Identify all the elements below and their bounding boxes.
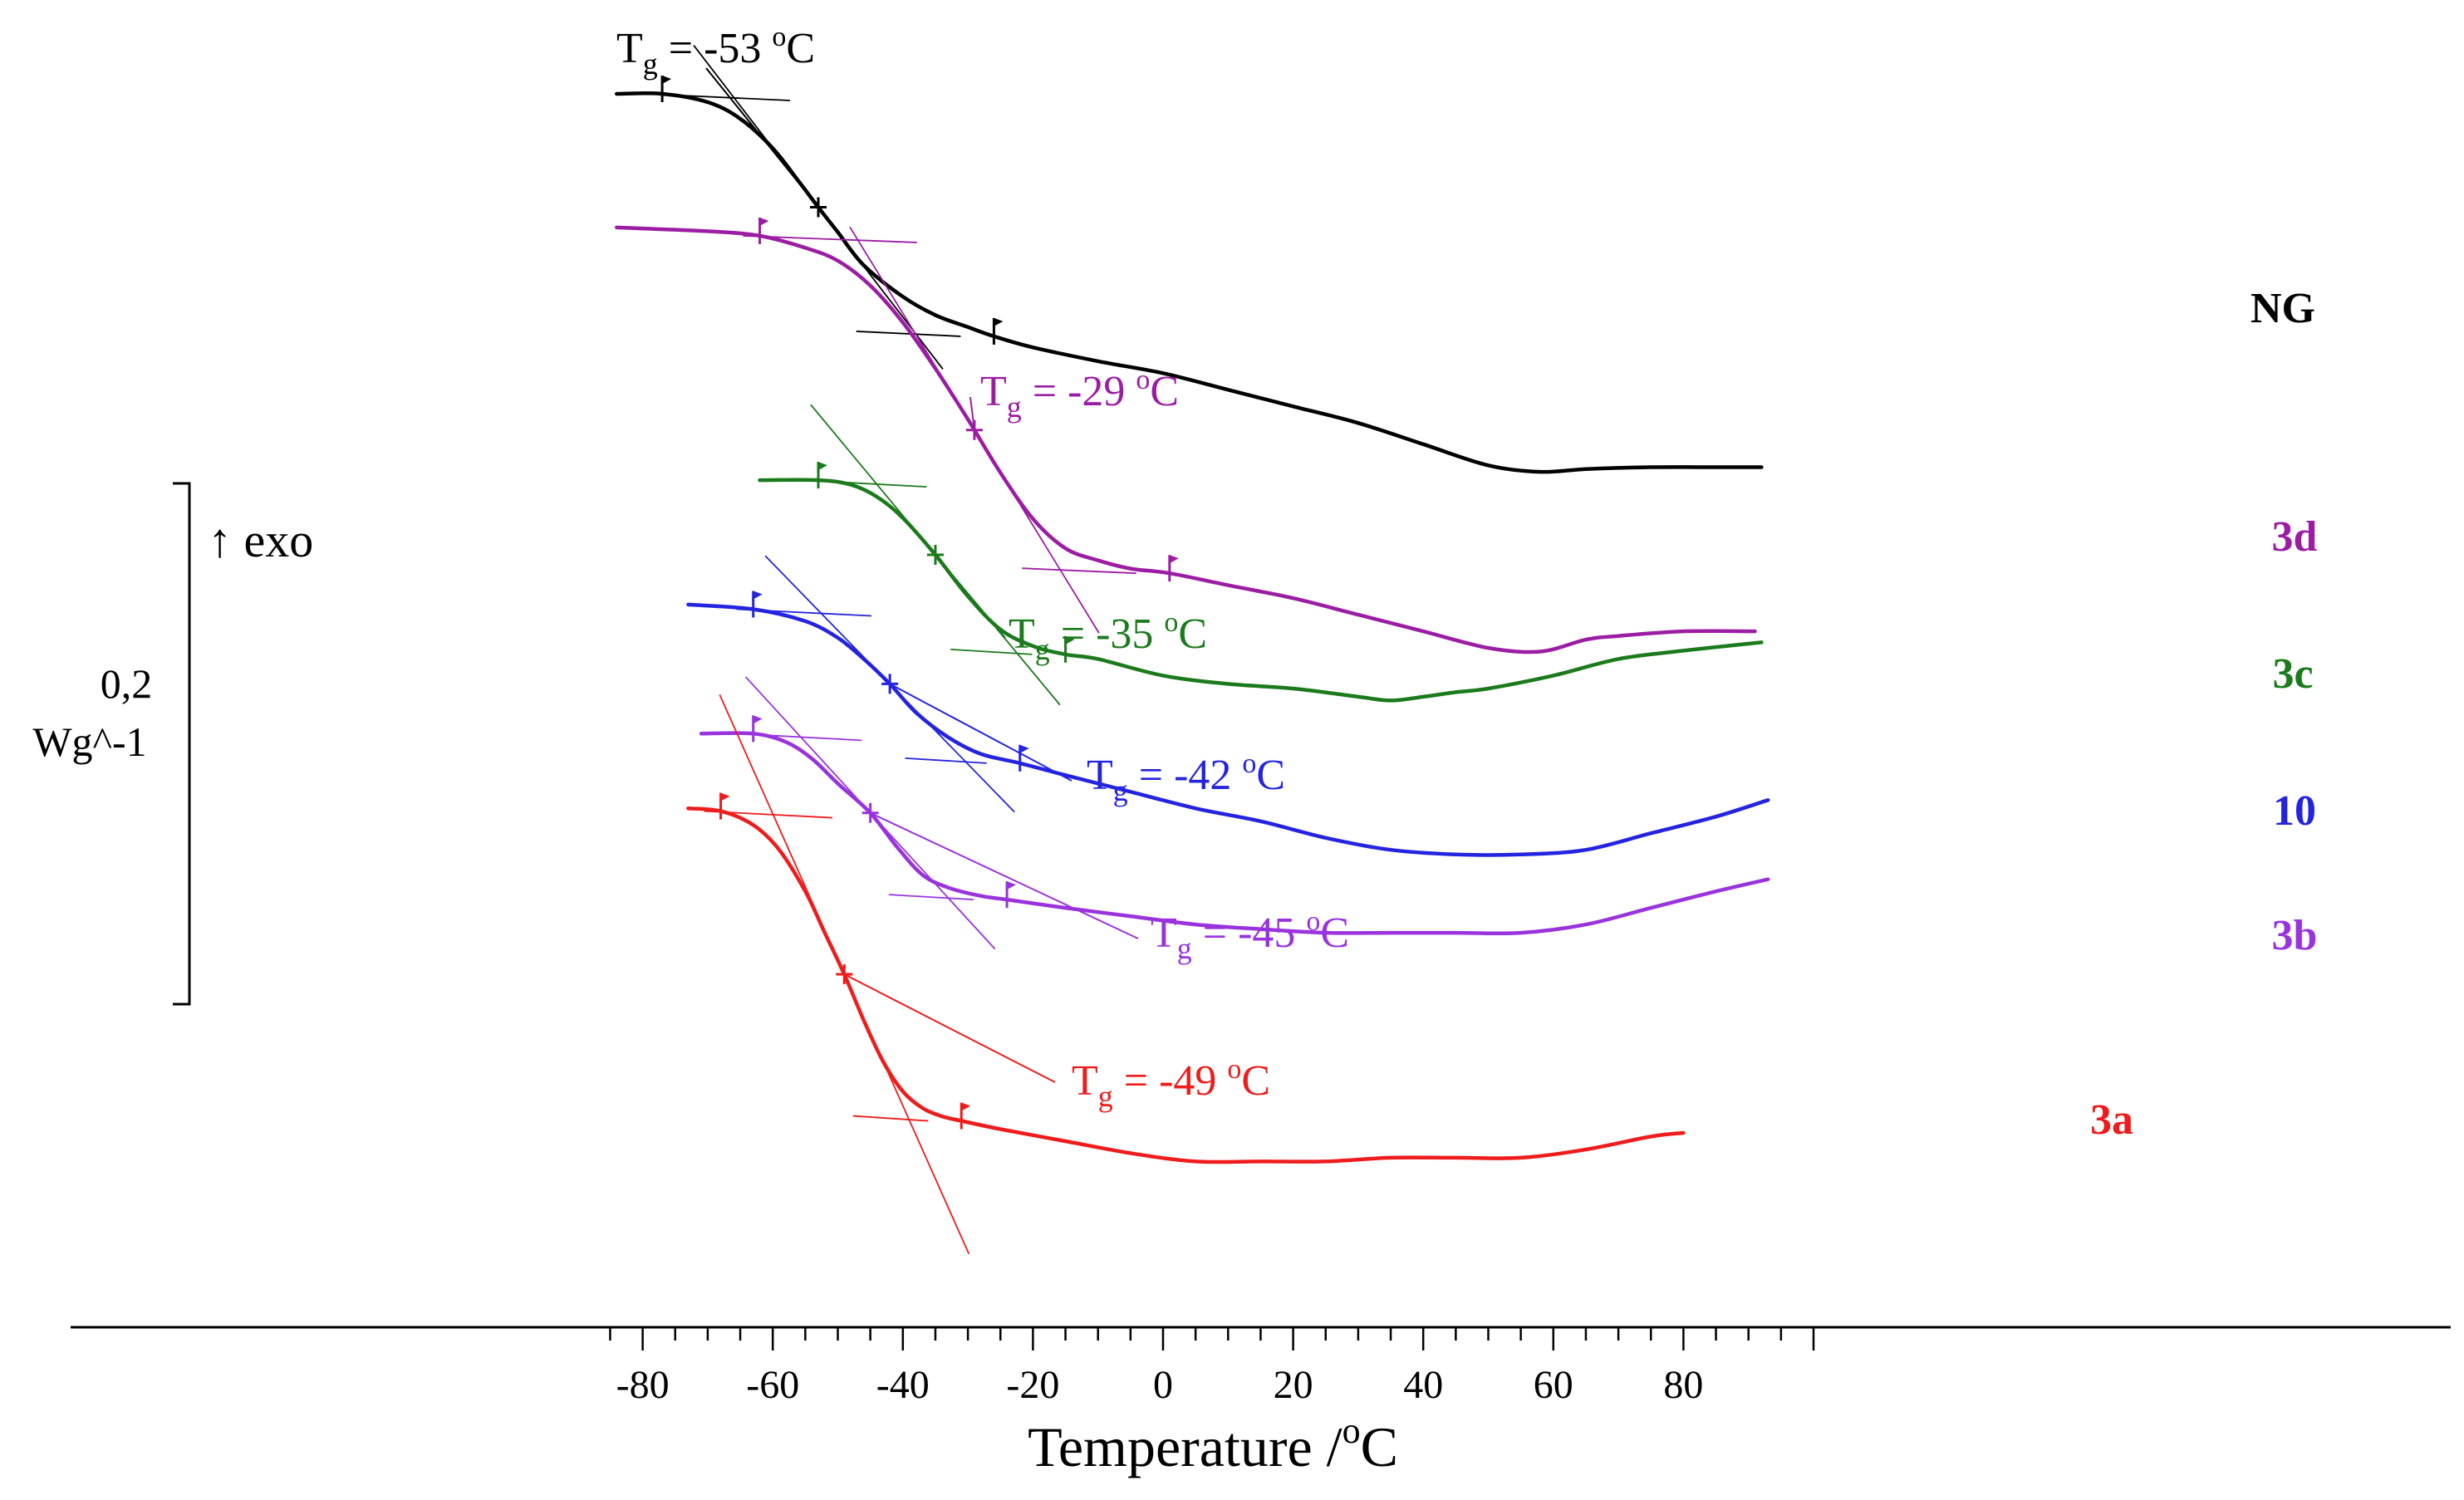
onset-flag-3d	[759, 217, 769, 226]
x-tick-label: -40	[876, 1363, 930, 1407]
tangent-onset-3b	[736, 733, 862, 742]
x-tick-label: 80	[1663, 1363, 1703, 1407]
tangent-onset-3c	[801, 479, 927, 488]
tangent-endset-10	[905, 757, 987, 764]
series-line-10	[686, 602, 1770, 857]
series-3d: Tg = -29 oC 3d	[615, 217, 2318, 654]
x-tick-label: -80	[616, 1363, 670, 1407]
series-3c: Tg = -35 oC 3c	[758, 404, 2314, 706]
series-name-3c: 3c	[2272, 650, 2313, 698]
tg-leader-NG	[705, 67, 819, 208]
series-10: Tg = -42 oC 10	[686, 555, 2316, 857]
endset-flag-3b	[1007, 881, 1017, 890]
series-name-3b: 3b	[2272, 912, 2318, 959]
series-line-3d	[615, 225, 1757, 654]
series-name-3d: 3d	[2272, 513, 2318, 561]
tg-label-3b: Tg = -45 oC	[1151, 906, 1349, 965]
tangent-endset-3b	[888, 894, 974, 901]
x-tick-label: -60	[746, 1363, 799, 1407]
x-axis-label: Temperature /oC	[1028, 1410, 1398, 1478]
series-name-10: 10	[2273, 787, 2316, 835]
tg-label-3d: Tg = -29 oC	[980, 365, 1179, 424]
tg-leader-3d	[969, 396, 975, 430]
onset-flag-3b	[753, 715, 763, 724]
series-name-NG: NG	[2250, 285, 2315, 332]
tangent-endset-3d	[1022, 567, 1136, 575]
tangent-endset-NG	[856, 331, 961, 337]
x-tick-label: 40	[1403, 1363, 1443, 1407]
tangent-endset-3c	[950, 648, 1033, 655]
tg-leader-3c	[935, 554, 1006, 639]
tangent-onset-3a	[704, 810, 832, 819]
tg-label-3a: Tg = -49 oC	[1072, 1054, 1270, 1113]
tg-label-10: Tg = -42 oC	[1087, 748, 1285, 807]
onset-flag-3c	[818, 462, 828, 471]
tangent-onset-10	[736, 608, 871, 617]
scale-bar: 0,2 Wg^-1 ↑ exo	[32, 482, 313, 1006]
exo-label: ↑ exo	[208, 513, 313, 567]
onset-flag-NG	[662, 76, 672, 84]
tg-leader-3b	[870, 811, 1139, 939]
x-tick-label: 20	[1274, 1363, 1313, 1407]
tg-label-3c: Tg = -35 oC	[1009, 607, 1207, 666]
tg-marker-3a	[836, 964, 853, 985]
endset-flag-3c	[1065, 635, 1075, 645]
endset-flag-3a	[961, 1102, 971, 1111]
scale-bracket	[173, 482, 191, 1006]
tg-leader-10	[889, 683, 1072, 782]
x-axis: -80 -60 -40 -20 0 20 40 60 80	[71, 1326, 2451, 1407]
tangent-onset-NG	[645, 93, 791, 101]
series-line-NG	[615, 91, 1764, 474]
endset-flag-10	[1019, 744, 1029, 753]
scale-value-label: 0,2	[101, 660, 153, 707]
endset-flag-NG	[994, 317, 1004, 326]
series-3b: Tg = -45 oC 3b	[699, 676, 2318, 965]
tg-label-NG: Tg = -53 oC	[616, 22, 815, 81]
x-tick-label: -20	[1006, 1363, 1059, 1407]
series-3a: Tg = -49 oC 3a	[686, 694, 2133, 1255]
onset-flag-10	[753, 591, 763, 600]
series-line-3c	[758, 478, 1764, 703]
tangent-onset-3d	[743, 235, 917, 243]
tg-leader-3a	[843, 973, 1056, 1083]
series-line-3b	[699, 731, 1770, 936]
series-line-3a	[686, 806, 1686, 1164]
x-tick-label: 0	[1153, 1363, 1173, 1407]
onset-flag-3a	[720, 792, 730, 801]
series-name-3a: 3a	[2090, 1096, 2133, 1144]
endset-flag-3d	[1169, 555, 1179, 564]
x-tick-label: 60	[1534, 1363, 1573, 1407]
tangent-endset-3a	[852, 1115, 929, 1122]
series-NG: Tg = -53 oC NG	[615, 22, 2315, 474]
scale-unit-label: Wg^-1	[32, 718, 146, 765]
